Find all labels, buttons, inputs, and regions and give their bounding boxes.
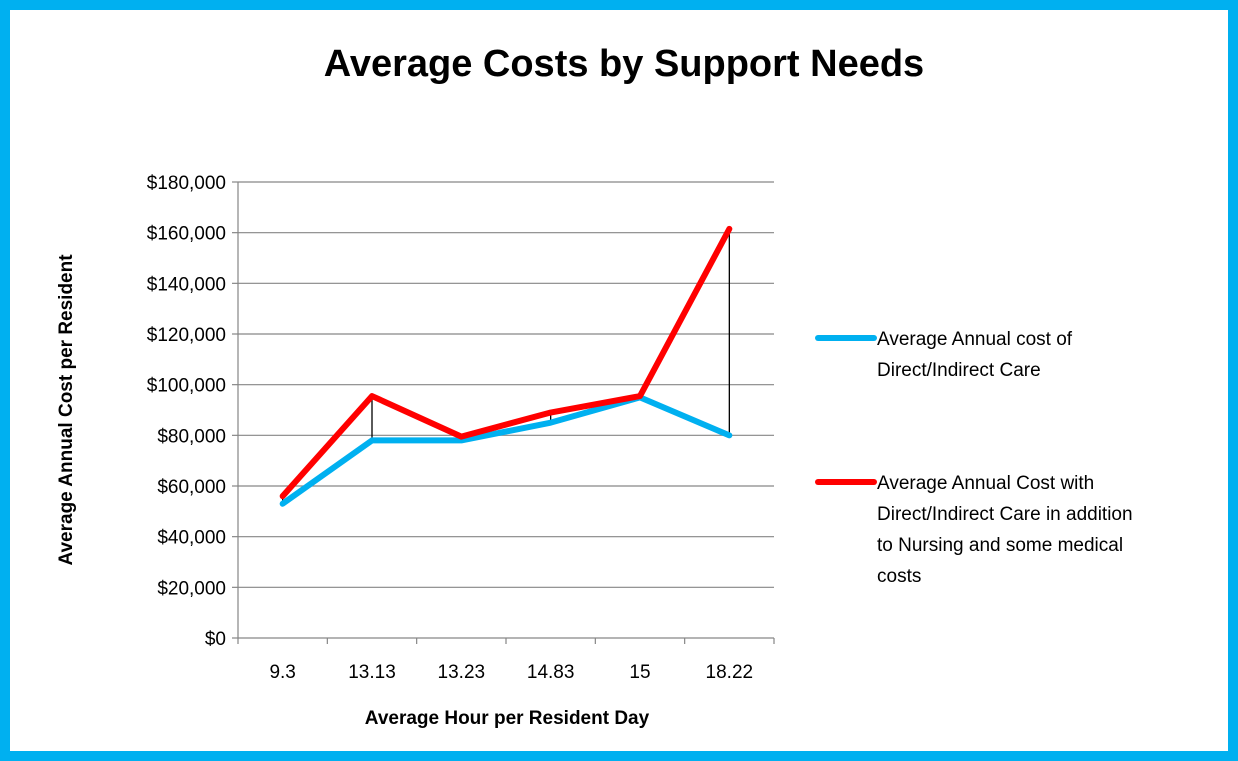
y-tick-label: $120,000 [147, 325, 226, 346]
y-tick-label: $160,000 [147, 224, 226, 245]
x-tick-label: 13.13 [348, 662, 396, 683]
x-tick-label: 9.3 [269, 662, 295, 683]
series-lines [279, 225, 733, 507]
x-tick-labels: 9.3 13.13 13.23 14.83 15 18.22 [269, 662, 753, 683]
y-axis-title: Average Annual Cost per Resident [56, 254, 77, 566]
y-tick-label: $140,000 [147, 274, 226, 295]
chart-title: Average Costs by Support Needs [324, 43, 924, 85]
legend: Average Annual cost of Direct/Indirect Ca… [815, 329, 1133, 587]
y-tick-label: $60,000 [157, 477, 226, 498]
legend-label: costs [877, 566, 921, 587]
x-tick-label: 14.83 [527, 662, 575, 683]
y-tick-label: $180,000 [147, 173, 226, 194]
axes [232, 181, 775, 644]
legend-item-2: Average Annual Cost with Direct/Indirect … [815, 473, 1133, 587]
y-tick-label: $80,000 [157, 426, 226, 447]
y-tick-label: $40,000 [157, 528, 226, 549]
y-tick-labels: $0 $20,000 $40,000 $60,000 $80,000 $100,000 $1… [147, 173, 226, 650]
legend-label: to Nursing and some medical [877, 535, 1123, 556]
legend-label: Average Annual cost of [877, 329, 1073, 350]
series-line-1 [279, 394, 733, 507]
y-tick-label: $100,000 [147, 376, 226, 397]
legend-item-1: Average Annual cost of Direct/Indirect Ca… [815, 329, 1073, 381]
x-tick-label: 13.23 [438, 662, 486, 683]
x-axis-title: Average Hour per Resident Day [365, 708, 650, 729]
series-line-2 [279, 225, 733, 500]
x-tick-label: 18.22 [706, 662, 754, 683]
legend-label: Average Annual Cost with [877, 473, 1094, 494]
x-tick-label: 15 [629, 662, 650, 683]
y-tick-label: $0 [205, 629, 226, 650]
gridlines [238, 181, 774, 588]
y-tick-label: $20,000 [157, 578, 226, 599]
legend-label: Direct/Indirect Care in addition [877, 504, 1133, 525]
legend-label: Direct/Indirect Care [877, 360, 1041, 381]
high-low-lines [282, 228, 730, 504]
